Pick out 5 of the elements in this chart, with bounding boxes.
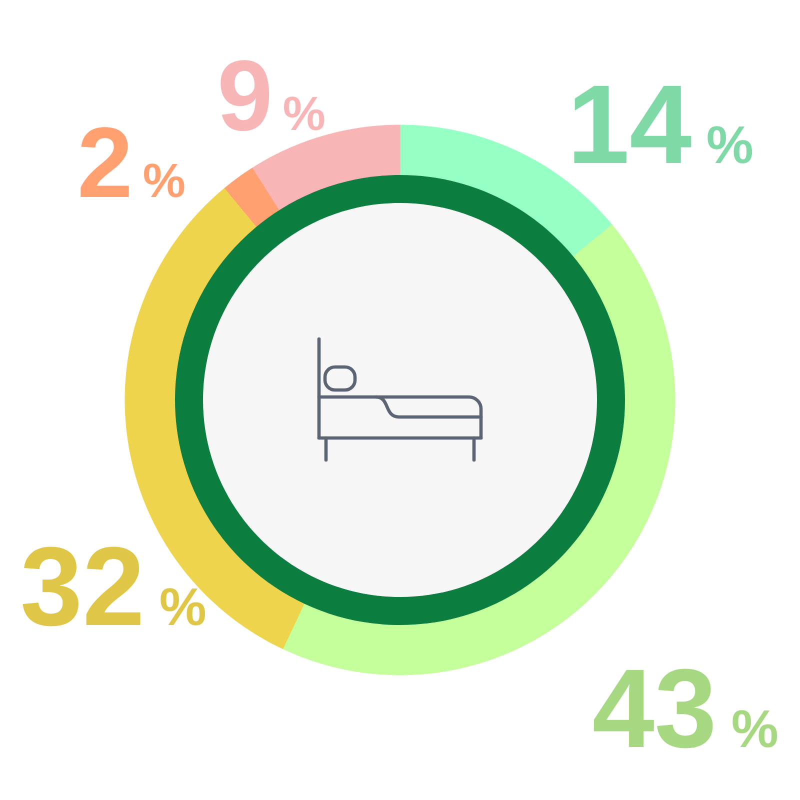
data-label: 32%	[22, 546, 206, 626]
data-label: 14%	[574, 86, 752, 164]
data-label: 43%	[594, 668, 778, 748]
data-label: 9%	[220, 60, 324, 131]
data-label: 2%	[80, 127, 184, 198]
